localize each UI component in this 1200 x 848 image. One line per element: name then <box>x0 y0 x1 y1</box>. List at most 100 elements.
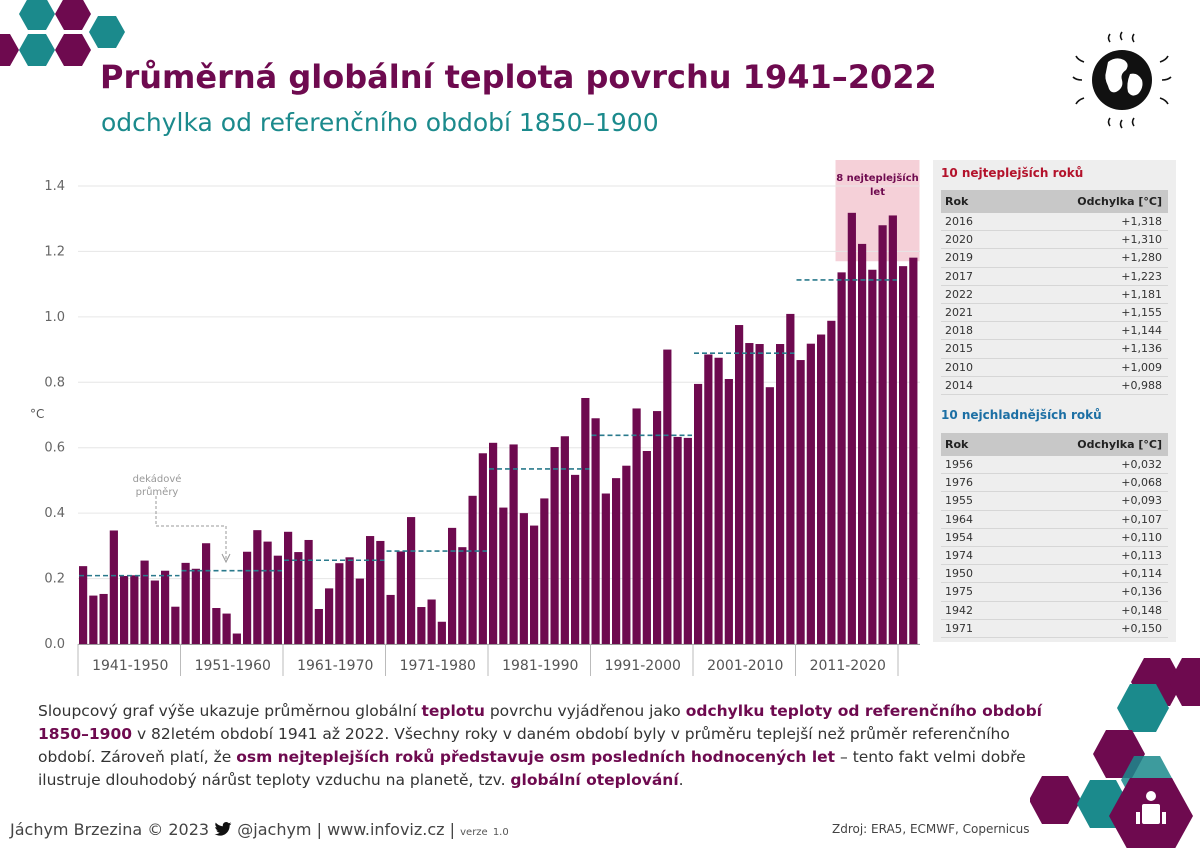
row-value: +0,114 <box>1121 567 1162 581</box>
temperature-bar-chart: 8 nejteplejších let 0.0 0.2 0.4 0.6 0.8 1.0 1.2… <box>30 160 920 676</box>
row-value: +0,148 <box>1121 603 1162 617</box>
bar-2001 <box>694 383 703 644</box>
hexagon-decoration-bottom-right <box>1030 658 1200 848</box>
warmest-table-row: 2016 +1,318 <box>941 213 1168 232</box>
website-link[interactable]: www.infoviz.cz <box>327 820 445 839</box>
row-value: +0,988 <box>1121 378 1162 392</box>
bar-1976 <box>437 621 446 644</box>
warmest-table-row: 2019 +1,280 <box>941 249 1168 268</box>
row-value: +1,155 <box>1121 305 1162 319</box>
row-year: 1964 <box>945 512 973 526</box>
bar-1994 <box>622 465 631 644</box>
row-year: 2018 <box>945 324 973 338</box>
bar-1989 <box>571 474 580 644</box>
bar-1963 <box>304 539 313 644</box>
bar-1990 <box>581 397 590 644</box>
bar-1955 <box>222 613 231 644</box>
coldest-table-row: 1976 +0,068 <box>941 474 1168 493</box>
bar-2009 <box>776 344 785 644</box>
chart-description: Sloupcový graf výše ukazuje průměrnou gl… <box>38 702 1042 789</box>
bar-2018 <box>868 269 877 644</box>
bar-1985 <box>530 525 539 644</box>
bar-1977 <box>448 527 457 644</box>
coldest-table-row: 1954 +0,110 <box>941 529 1168 547</box>
bar-2019 <box>878 225 887 644</box>
bar-1962 <box>294 552 303 644</box>
row-year: 2019 <box>945 251 973 265</box>
version-number: 1.0 <box>492 827 509 838</box>
bar-1943 <box>99 593 108 644</box>
bar-1981 <box>489 442 498 644</box>
bar-1978 <box>458 547 467 644</box>
col-year: Rok <box>945 438 969 451</box>
infoviz-logo-icon <box>1136 791 1166 824</box>
bar-2004 <box>724 379 733 644</box>
warmest-table-row: 2017 +1,223 <box>941 268 1168 286</box>
hexagon-decoration-top-left <box>0 0 125 66</box>
footer: Jáchym Brzezina © 2023 @jachym | www.inf… <box>10 820 509 839</box>
bar-1947 <box>140 560 149 644</box>
bar-1974 <box>417 607 426 644</box>
bar-1957 <box>243 551 252 644</box>
row-value: +0,068 <box>1121 476 1162 490</box>
row-value: +1,181 <box>1121 287 1162 301</box>
bar-1952 <box>191 568 200 644</box>
bar-1988 <box>560 436 569 644</box>
x-tick-label: 1971-1980 <box>400 658 476 674</box>
warmest-table-row: 2010 +1,009 <box>941 359 1168 377</box>
bar-1956 <box>232 633 241 644</box>
bar-2021 <box>899 266 908 644</box>
warmest-table-row: 2020 +1,310 <box>941 231 1168 250</box>
data-source: Zdroj: ERA5, ECMWF, Copernicus <box>832 822 1030 836</box>
row-value: +1,223 <box>1121 269 1162 283</box>
bar-1996 <box>642 450 651 644</box>
row-year: 1942 <box>945 603 973 617</box>
twitter-icon <box>214 822 232 836</box>
coldest-table-row: 1950 +0,114 <box>941 565 1168 584</box>
coldest-table: Rok Odchylka [°C] 1956 +0,032 1976 +0,068 19… <box>941 433 1168 638</box>
bar-1995 <box>632 408 641 644</box>
bar-1942 <box>89 595 98 644</box>
bar-2008 <box>765 387 774 644</box>
bar-1965 <box>325 588 334 644</box>
bar-2010 <box>786 313 795 644</box>
y-tick-label: 0.6 <box>44 441 65 456</box>
row-year: 1976 <box>945 476 973 490</box>
row-value: +1,280 <box>1121 251 1162 265</box>
bar-2005 <box>735 325 744 644</box>
coldest-table-row: 1974 +0,113 <box>941 547 1168 566</box>
bar-2015 <box>837 272 846 644</box>
y-tick-label: 1.2 <box>44 244 65 259</box>
bar-2007 <box>755 344 764 644</box>
bar-2006 <box>745 343 754 644</box>
warmest-table-row: 2022 +1,181 <box>941 286 1168 304</box>
bar-1979 <box>468 495 477 644</box>
warmest-table-title: 10 nejteplejších roků <box>941 166 1084 180</box>
y-tick-label: 0.4 <box>44 506 65 521</box>
bar-1997 <box>653 411 662 644</box>
row-year: 1956 <box>945 458 973 471</box>
row-year: 2010 <box>945 360 973 374</box>
row-year: 1974 <box>945 548 973 562</box>
row-year: 2017 <box>945 269 973 283</box>
warmest-table: Rok Odchylka [°C] 2016 +1,318 2020 +1,310 20… <box>941 190 1168 395</box>
twitter-handle-link[interactable]: @jachym <box>237 820 312 839</box>
bar-1948 <box>150 580 159 644</box>
coldest-table-row: 1975 +0,136 <box>941 583 1168 602</box>
bar-1987 <box>550 447 559 644</box>
row-value: +1,136 <box>1121 342 1162 356</box>
bar-1950 <box>171 606 180 644</box>
row-year: 2014 <box>945 378 973 392</box>
bar-1998 <box>663 349 672 644</box>
col-value: Odchylka [°C] <box>1077 195 1162 208</box>
bar-2014 <box>827 320 836 644</box>
x-tick-label: 1981-1990 <box>502 658 578 674</box>
row-value: +0,110 <box>1121 530 1162 544</box>
row-value: +1,310 <box>1121 233 1162 247</box>
bar-1946 <box>130 575 139 644</box>
bar-1984 <box>519 513 528 644</box>
y-axis-label: °C <box>30 407 44 421</box>
bar-2012 <box>806 343 815 644</box>
row-year: 2016 <box>945 215 973 228</box>
row-value: +1,144 <box>1121 324 1162 338</box>
